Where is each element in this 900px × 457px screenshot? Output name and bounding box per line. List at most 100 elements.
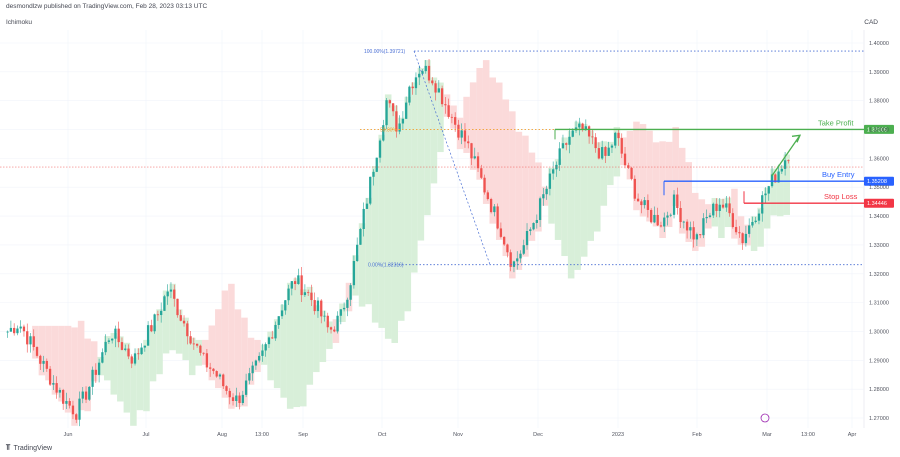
ichimoku-cloud-segment <box>639 124 647 217</box>
y-tick-label: 1.27000 <box>869 416 889 422</box>
candle-body <box>166 291 169 297</box>
candle-body <box>26 331 29 345</box>
candle-body <box>62 389 65 404</box>
candle-body <box>473 156 476 159</box>
ichimoku-cloud-segment <box>561 137 568 257</box>
candle-body <box>633 178 636 199</box>
ichimoku-cloud-segment <box>731 188 738 239</box>
y-tick-label: 1.35000 <box>869 185 889 191</box>
candle-body <box>653 214 656 223</box>
candle-body <box>359 228 362 245</box>
candle-body <box>434 83 437 93</box>
ichimoku-cloud-segment <box>509 111 516 279</box>
candle-body <box>382 125 385 141</box>
candle-body <box>261 350 264 356</box>
candle-body <box>630 167 633 179</box>
candle-body <box>192 343 195 345</box>
candle-body <box>169 289 173 292</box>
ichimoku-cloud-segment <box>404 96 412 312</box>
candle-body <box>764 193 767 196</box>
candle-body <box>731 213 734 228</box>
candle-body <box>483 177 486 193</box>
ichimoku-cloud-segment <box>705 204 712 229</box>
ichimoku-cloud-segment <box>32 325 39 359</box>
candle-body <box>91 369 94 387</box>
candle-body <box>19 326 22 329</box>
candle-body <box>248 373 251 381</box>
ichimoku-cloud-segment <box>228 283 235 409</box>
candle-body <box>751 222 754 226</box>
fib-trend-line <box>413 50 491 265</box>
candle-body <box>225 386 228 391</box>
candle-body <box>692 227 695 240</box>
ichimoku-cloud-segment <box>110 332 118 395</box>
candle-body <box>568 136 571 145</box>
candle-body <box>450 116 454 118</box>
candle-body <box>290 281 293 289</box>
candle-body <box>274 324 277 339</box>
candle-body <box>512 261 516 267</box>
ichimoku-cloud-segment <box>84 338 91 412</box>
candle-body <box>277 316 280 325</box>
ichimoku-cloud-segment <box>496 82 503 240</box>
candle-body <box>620 138 623 154</box>
ichimoku-cloud-segment <box>45 325 52 381</box>
candle-body <box>718 204 721 211</box>
x-tick-label: Nov <box>453 432 463 438</box>
ichimoku-cloud-segment <box>554 159 562 240</box>
ichimoku-cloud-segment <box>234 309 242 408</box>
ichimoku-cloud-segment <box>273 319 281 389</box>
ichimoku-cloud-segment <box>718 198 725 239</box>
ichimoku-cloud-segment <box>528 152 536 241</box>
candle-body <box>153 314 156 332</box>
candle-body <box>280 310 284 317</box>
y-tick-label: 1.40000 <box>869 41 889 47</box>
candle-body <box>702 218 705 236</box>
ichimoku-cloud-segment <box>750 216 758 251</box>
candle-body <box>578 123 581 128</box>
candle-body <box>646 200 650 210</box>
x-tick-label: Oct <box>378 432 387 438</box>
candle-body <box>352 261 356 286</box>
candle-body <box>186 323 189 337</box>
candle-body <box>401 118 405 124</box>
candle-body <box>205 353 209 368</box>
y-tick-label: 1.39000 <box>869 70 889 76</box>
candle-body <box>427 65 431 81</box>
candle-body <box>388 100 391 104</box>
candle-body <box>525 231 529 246</box>
candle-body <box>715 203 718 211</box>
candle-body <box>231 397 235 402</box>
candle-body <box>604 147 607 156</box>
candle-body <box>222 374 225 387</box>
candle-body <box>111 338 114 341</box>
y-tick-label: 1.33000 <box>869 243 889 249</box>
y-tick-label: 1.36000 <box>869 156 889 162</box>
ichimoku-cloud-segment <box>391 105 398 343</box>
candle-body <box>414 77 418 89</box>
candle-body <box>45 360 48 369</box>
candle-body <box>65 401 68 404</box>
ichimoku-cloud-segment <box>71 327 78 426</box>
candle-body <box>182 320 186 324</box>
candle-body <box>71 405 75 415</box>
candle-body <box>584 126 587 130</box>
candle-body <box>486 192 489 200</box>
candle-body <box>176 298 179 316</box>
candle-body <box>16 328 19 334</box>
candle-body <box>323 315 326 317</box>
candle-body <box>460 130 463 138</box>
candle-body <box>202 352 205 354</box>
ichimoku-cloud-segment <box>365 197 372 305</box>
candle-body <box>565 143 568 145</box>
candle-body <box>212 368 215 372</box>
candle-body <box>748 225 751 234</box>
candle-body <box>375 157 378 172</box>
candle-body <box>114 328 117 339</box>
candle-body <box>440 88 444 105</box>
candle-body <box>339 309 342 316</box>
candle-body <box>84 391 88 400</box>
candle-body <box>738 232 741 234</box>
ichimoku-cloud-segment <box>64 325 72 413</box>
